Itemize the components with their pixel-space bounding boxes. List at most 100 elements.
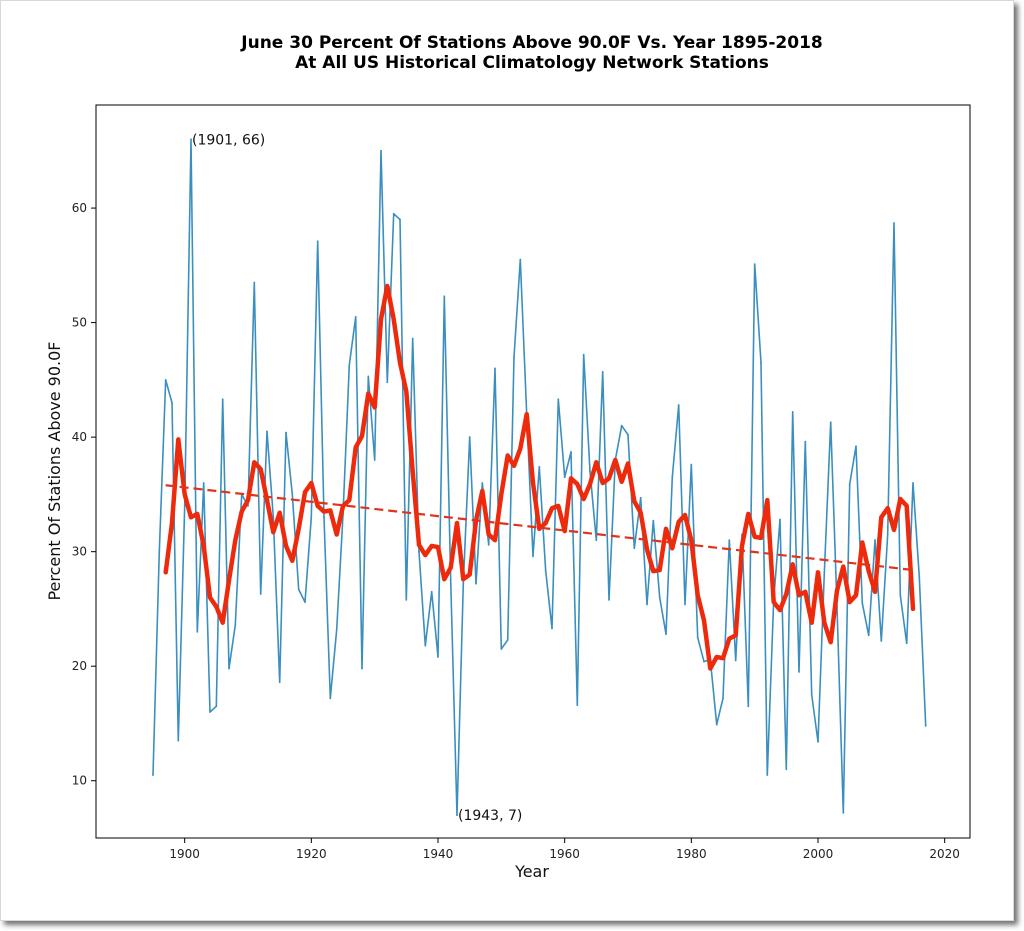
data-point: [912, 482, 914, 484]
data-point: [627, 433, 629, 436]
data-point: [430, 590, 433, 593]
data-point: [171, 401, 173, 404]
data-point: [202, 482, 205, 484]
data-point: [684, 603, 686, 606]
y-tick-label: 50: [72, 316, 87, 330]
data-point: [855, 445, 857, 448]
data-point: [544, 570, 547, 572]
y-tick-label: 60: [72, 201, 87, 215]
data-point: [899, 594, 902, 597]
data-point: [266, 430, 268, 433]
data-point: [810, 693, 813, 696]
data-point: [481, 482, 484, 484]
x-tick-label: 2020: [929, 847, 960, 861]
data-point: [513, 356, 515, 358]
data-point: [601, 371, 604, 373]
data-point: [253, 281, 256, 284]
x-tick-label: 1960: [549, 847, 580, 861]
axes: 1900 1920 1940 1960 1980 2000 2020 10 20 30 40 50 60…: [72, 104, 971, 861]
data-point: [152, 774, 154, 776]
data-point: [703, 660, 705, 663]
x-tick-label: 1900: [169, 847, 200, 861]
data-point: [456, 814, 458, 816]
data-point: [532, 555, 534, 558]
data-point: [494, 367, 496, 370]
moving-average-line: [163, 283, 916, 671]
data-point: [411, 337, 414, 340]
data-point: [487, 543, 490, 546]
data-point: [658, 596, 661, 599]
data-point: [373, 459, 376, 461]
data-point: [779, 518, 781, 521]
data-point: [886, 533, 889, 536]
data-point: [576, 704, 579, 706]
data-point: [817, 740, 819, 743]
data-point: [259, 593, 262, 595]
y-axis-label: Percent Of Stations Above 90.0F: [45, 341, 64, 600]
data-point: [671, 476, 674, 479]
data-point: [823, 572, 826, 575]
data-point: [519, 258, 522, 261]
data-point: [791, 411, 794, 413]
axes-frame: [95, 104, 971, 839]
data-point: [335, 628, 338, 631]
data-point: [424, 644, 427, 647]
data-point: [893, 222, 895, 224]
chart-title-line2: At All US Historical Climatology Network…: [295, 53, 769, 73]
data-point: [905, 642, 908, 645]
data-point: [228, 667, 230, 670]
data-point: [867, 634, 870, 637]
data-point: [158, 550, 161, 553]
point-annotation: (1901, 66): [192, 132, 265, 148]
data-point: [234, 624, 237, 626]
data-point: [405, 598, 408, 601]
x-tick-label: 2000: [803, 847, 834, 861]
data-point: [386, 381, 389, 384]
data-point: [506, 639, 509, 641]
data-point: [468, 436, 471, 438]
x-tick-label: 1980: [676, 847, 707, 861]
data-point: [557, 398, 560, 401]
data-point: [272, 516, 275, 519]
data-point: [278, 681, 281, 684]
data-point: [399, 218, 401, 221]
data-point: [196, 630, 199, 633]
data-point: [291, 493, 294, 496]
data-point: [462, 582, 465, 585]
data-point: [620, 424, 623, 427]
data-point: [310, 516, 313, 519]
data-point: [177, 739, 180, 742]
x-tick-label: 1920: [296, 847, 327, 861]
x-axis-label: Year: [514, 862, 549, 881]
data-point: [190, 138, 192, 141]
data-point: [734, 659, 737, 662]
data-point: [297, 588, 300, 591]
data-point: [551, 627, 553, 630]
data-point: [595, 539, 598, 542]
data-point: [722, 697, 724, 700]
data-point: [392, 212, 395, 215]
data-point: [747, 705, 750, 708]
data-point: [183, 505, 186, 507]
data-point: [354, 316, 357, 318]
data-point: [329, 697, 332, 700]
data-point: [437, 656, 439, 658]
data-point: [766, 774, 769, 776]
y-tick-label: 20: [72, 659, 87, 673]
x-tick-label: 1940: [423, 847, 454, 861]
data-point: [316, 240, 319, 243]
data-point: [475, 582, 477, 585]
data-point: [538, 466, 541, 468]
data-point: [842, 811, 845, 814]
data-point: [209, 711, 211, 713]
y-tick-label: 40: [72, 430, 87, 444]
data-point: [582, 353, 585, 356]
data-point: [563, 476, 566, 479]
data-point: [639, 496, 642, 499]
y-tick-label: 10: [72, 774, 87, 788]
data-point: [164, 379, 167, 381]
annual-series-line: [152, 138, 927, 816]
data-point: [715, 723, 718, 726]
data-point: [449, 579, 452, 582]
data-point: [829, 421, 832, 424]
